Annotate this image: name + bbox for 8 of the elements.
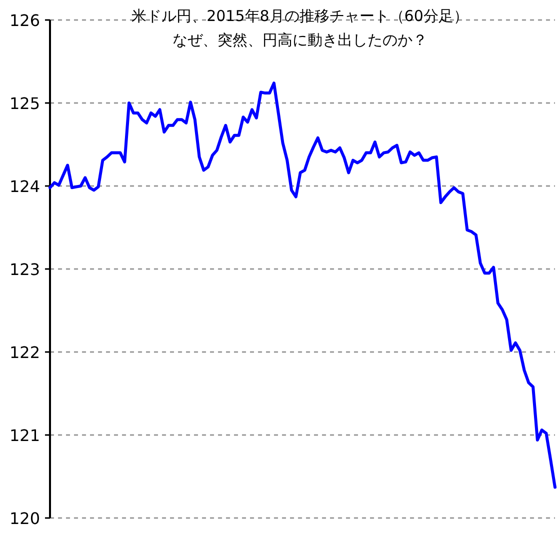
y-tick-label: 125 (9, 94, 40, 113)
y-tick-label: 124 (9, 177, 40, 196)
y-tick-label: 122 (9, 343, 40, 362)
titles: 米ドル円、2015年8月の推移チャート（60分足） なぜ、突然、円高に動き出したのか？ (132, 7, 468, 49)
y-tick-label: 123 (9, 260, 40, 279)
y-tick-label: 120 (9, 509, 40, 528)
y-tick-label: 121 (9, 426, 40, 445)
y-tick-label: 126 (9, 11, 40, 30)
